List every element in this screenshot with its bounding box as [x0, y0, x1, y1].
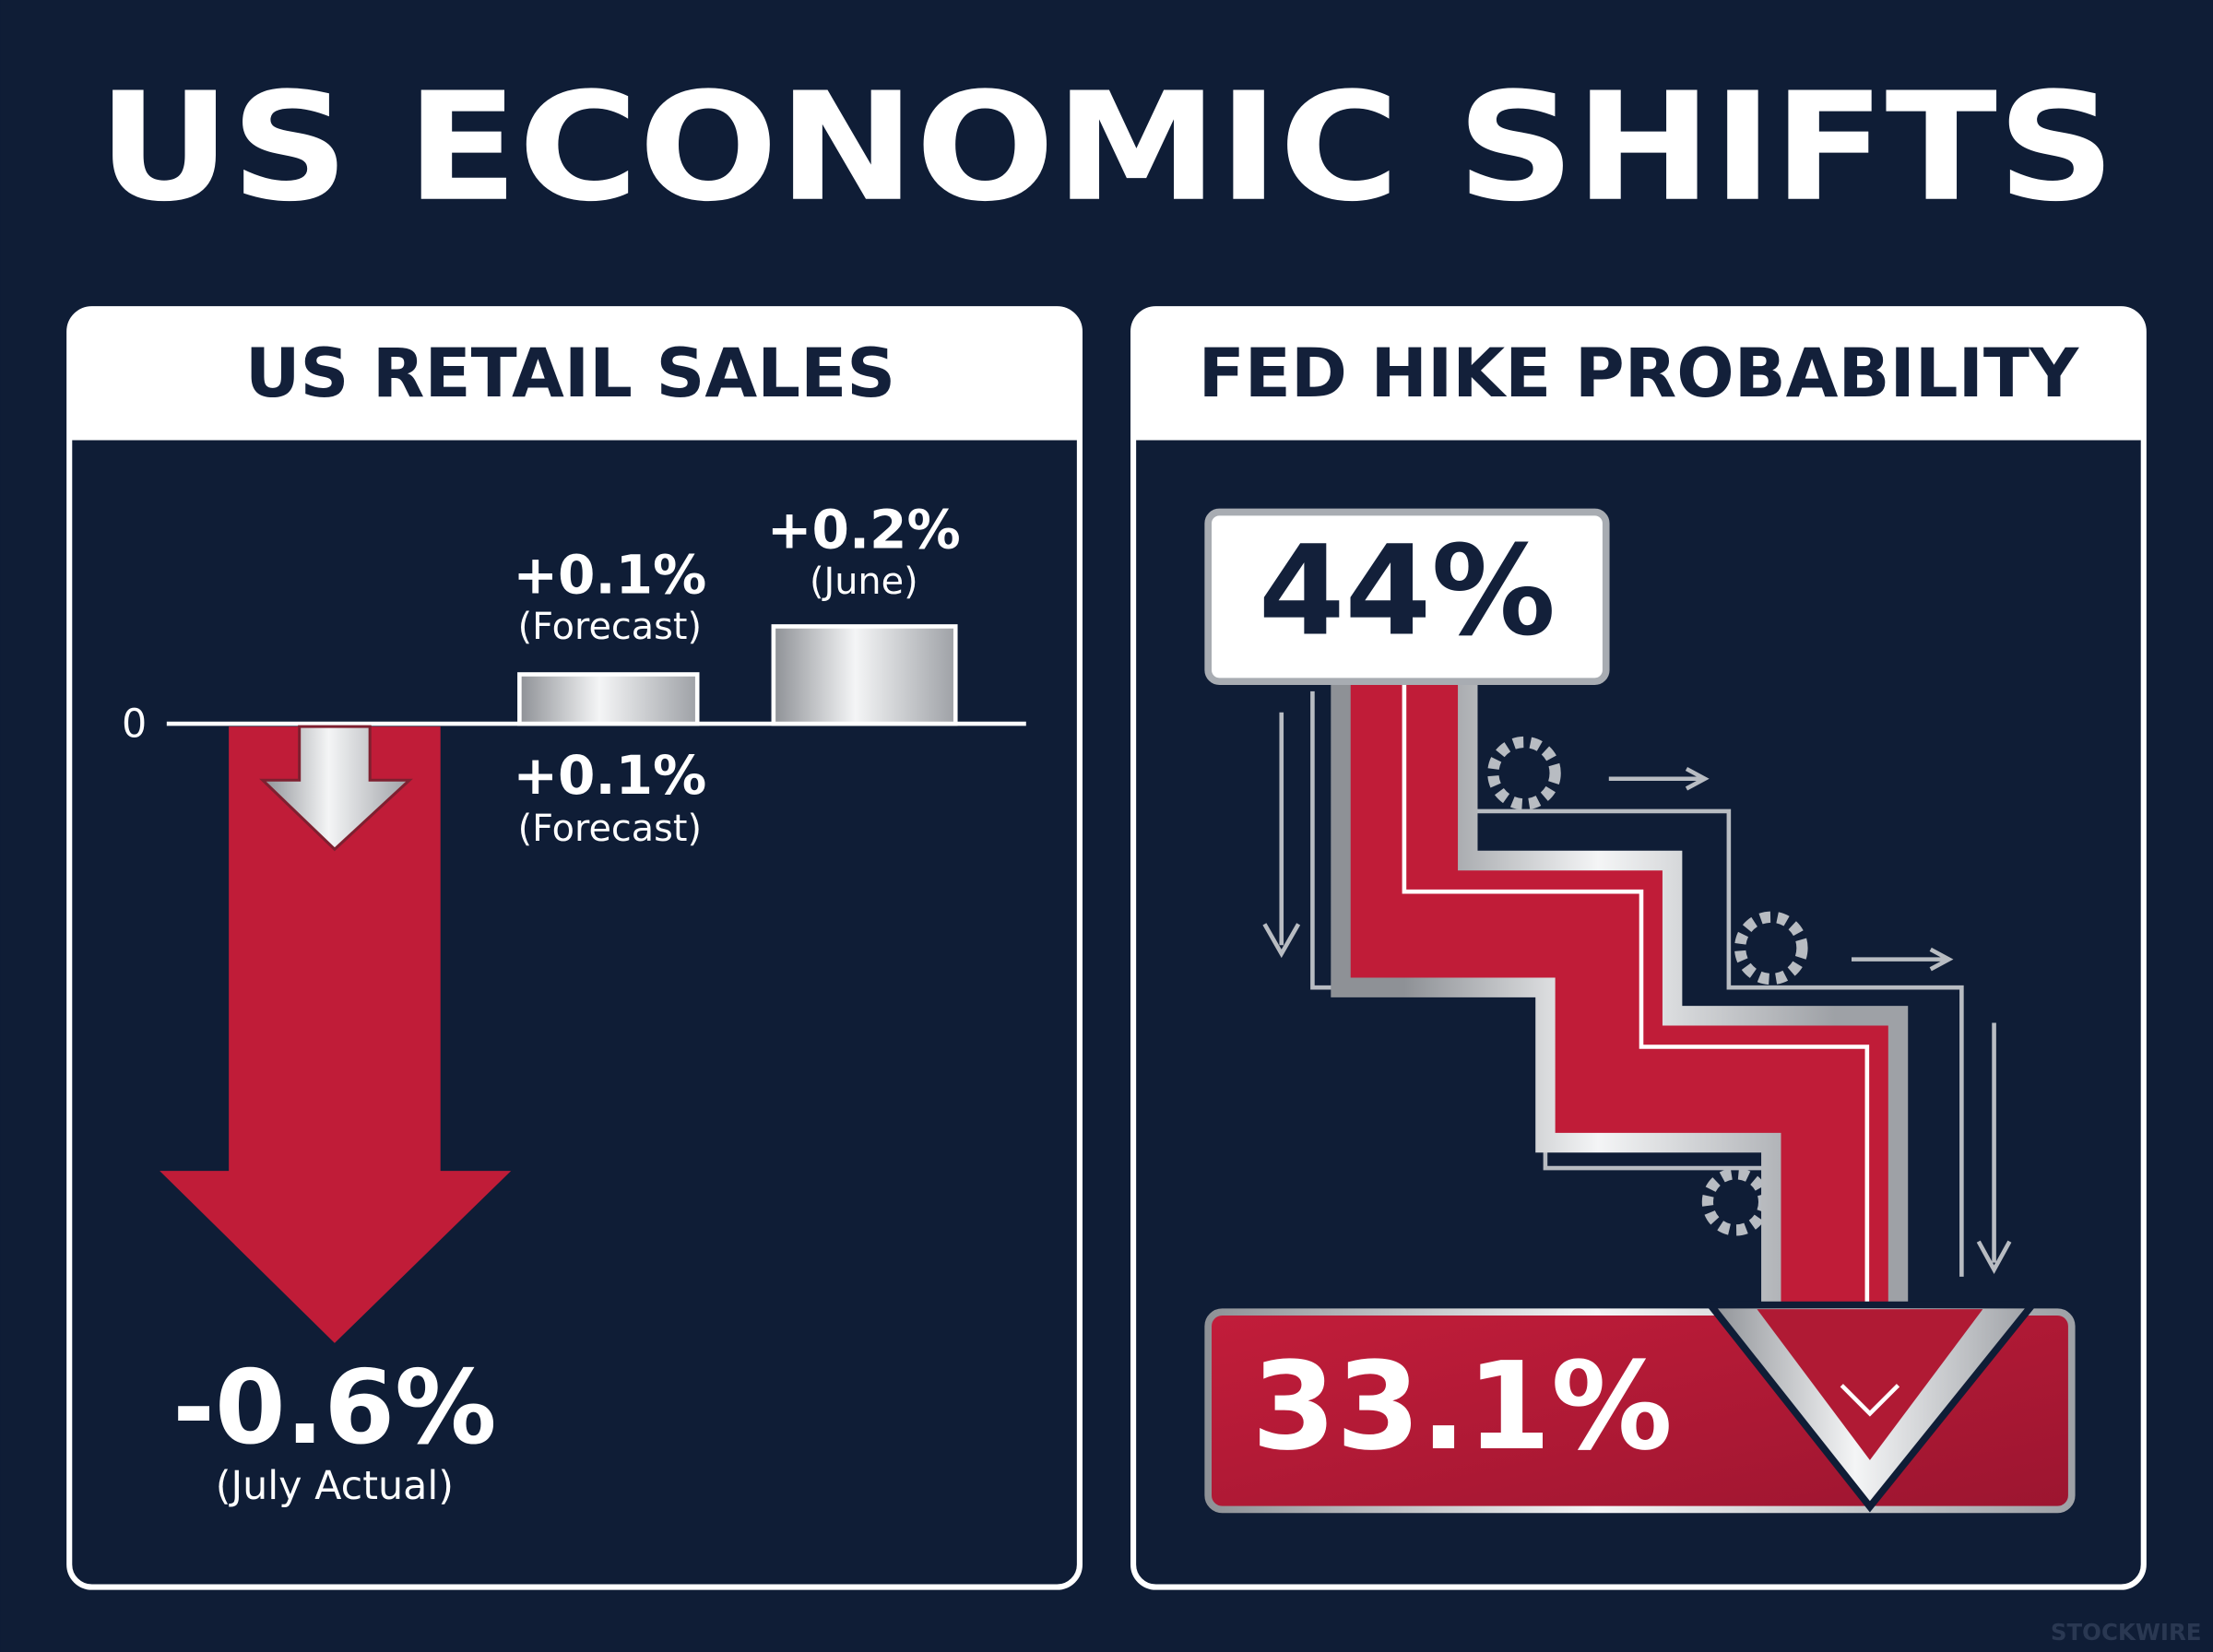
arrow-tip — [1840, 1384, 1900, 1417]
value-label: +0.1% — [513, 744, 706, 807]
value-label: +0.1% — [513, 544, 706, 607]
bar — [517, 672, 700, 726]
start-box — [1204, 508, 1610, 685]
value-label: +0.2% — [767, 499, 961, 561]
arrow-head — [1757, 1309, 1983, 1460]
staircase-line — [1402, 684, 1870, 1404]
panel-title: FED HIKE PROBABILITY — [1199, 335, 2079, 413]
panel-title: US RETAIL SALES — [245, 335, 895, 413]
bar — [771, 624, 958, 726]
caption: (July Actual) — [216, 1463, 454, 1509]
decor-lines — [1262, 690, 2012, 1411]
start-value: 44% — [1259, 518, 1556, 663]
down-arrow — [160, 726, 512, 1343]
caption: (Forecast) — [518, 606, 702, 648]
small-arrow — [259, 725, 413, 852]
panel-header — [69, 309, 1080, 441]
caption: (June) — [810, 560, 918, 603]
end-value: 33.1% — [1251, 1337, 1673, 1478]
title: US ECONOMIC SHIFTS — [98, 61, 2115, 235]
panel-header — [1133, 309, 2144, 441]
caption: (Forecast) — [518, 808, 702, 850]
value-label: -0.6% — [172, 1349, 496, 1467]
watermark: STOCKWIRE — [2051, 1619, 2202, 1646]
zero-label: 0 — [122, 702, 147, 748]
